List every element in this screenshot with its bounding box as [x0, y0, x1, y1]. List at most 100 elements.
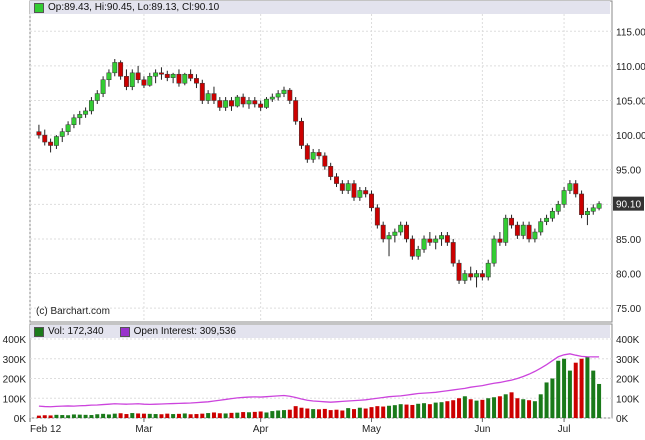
candle-body — [153, 72, 159, 77]
price-y-tick-label: 85.00 — [616, 235, 641, 246]
volume-bar — [462, 396, 467, 418]
x-tick-label: Apr — [253, 424, 269, 435]
open-interest-swatch — [119, 326, 130, 337]
volume-bar — [101, 413, 106, 418]
volume-bar — [153, 414, 158, 418]
volume-bar — [182, 413, 187, 418]
candle-body — [328, 166, 334, 177]
volume-bar — [287, 409, 292, 418]
volume-bar — [194, 414, 199, 418]
volume-bar — [416, 403, 421, 418]
candle-body — [88, 100, 94, 112]
candle-body — [474, 273, 479, 278]
credit-label: (c) Barchart.com — [36, 306, 110, 317]
candle-body — [258, 103, 264, 108]
volume-bar — [264, 412, 269, 418]
volume-bar — [246, 412, 251, 418]
candle-body — [281, 89, 287, 94]
volume-bar — [451, 400, 456, 418]
x-tick-label: Feb 12 — [30, 424, 62, 435]
volume-bar — [556, 360, 561, 418]
volume-bar — [241, 412, 246, 418]
volume-bar — [159, 414, 164, 418]
x-tick-label: May — [362, 424, 381, 435]
candle-body — [479, 273, 485, 278]
volume-bar — [527, 400, 532, 418]
volume-bar — [532, 401, 537, 418]
volume-bar — [346, 408, 351, 418]
last-price-marker — [613, 196, 644, 211]
volume-bar — [252, 411, 257, 418]
volume-bar — [352, 409, 357, 418]
volume-bar — [357, 407, 362, 418]
volume-bar — [398, 404, 403, 418]
candle-body — [538, 221, 544, 233]
candle-body — [94, 93, 100, 101]
candle-body — [491, 238, 497, 264]
candle-body — [205, 93, 211, 101]
price-y-tick-label: 115.00 — [616, 27, 645, 38]
volume-y-tick-label-right: 0K — [616, 414, 629, 425]
candle-body — [503, 217, 509, 243]
volume-bar — [422, 403, 427, 418]
candle-body — [409, 238, 415, 257]
volume-bar — [369, 407, 374, 418]
volume-bar — [521, 399, 526, 418]
candle-body — [100, 79, 106, 94]
volume-bar — [562, 358, 567, 418]
volume-bar — [457, 398, 462, 418]
candle-body — [141, 79, 147, 86]
candle-body — [310, 152, 316, 160]
candle-body — [135, 72, 141, 81]
volume-bar — [106, 414, 111, 418]
candle-body — [351, 183, 357, 198]
candle-body — [514, 224, 520, 236]
candle-body — [549, 211, 555, 219]
price-y-tick-label: 100.00 — [616, 131, 645, 142]
candle-body — [71, 117, 77, 125]
candle-body — [229, 100, 234, 107]
candle-body — [444, 235, 450, 243]
candle-body — [555, 204, 561, 212]
price-y-tick-label: 75.00 — [616, 304, 641, 315]
candle-body — [334, 176, 339, 184]
volume-bar — [165, 413, 170, 418]
candle-body — [363, 190, 369, 195]
candle-body — [404, 224, 409, 240]
volume-bar — [515, 398, 520, 418]
ohlc-legend: Op:89.43, Hi:90.45, Lo:89.13, Cl:90.10 — [30, 1, 610, 14]
candle-body — [544, 217, 550, 222]
volume-bar — [439, 402, 444, 418]
price-panel — [29, 0, 613, 323]
volume-y-tick-label-left: 0K — [14, 414, 27, 425]
candle-body — [316, 152, 322, 157]
volume-bar — [71, 414, 76, 418]
volume-bar — [363, 408, 368, 418]
volume-bar — [124, 414, 129, 418]
candle-body — [450, 242, 456, 264]
candle-body — [65, 124, 71, 132]
volume-bar — [468, 399, 473, 418]
volume-bar — [573, 362, 578, 418]
candle-body — [421, 238, 427, 250]
candle-body — [456, 262, 462, 281]
volume-bar — [299, 407, 304, 418]
volume-bar — [281, 410, 286, 418]
volume-bar — [404, 404, 409, 418]
volume-bar — [176, 413, 181, 418]
candle-body — [223, 100, 229, 108]
candle-body — [497, 238, 503, 243]
candle-body — [234, 96, 240, 107]
volume-bar — [544, 382, 549, 418]
candle-body — [380, 224, 386, 240]
candle-body — [36, 131, 42, 136]
volume-bar — [112, 413, 117, 418]
candle-body — [211, 93, 217, 101]
candle-body — [299, 121, 304, 146]
volume-bar — [141, 413, 146, 418]
candle-body — [561, 190, 567, 205]
volume-bar — [66, 415, 71, 418]
candle-body — [53, 136, 59, 146]
candle-body — [59, 131, 65, 137]
